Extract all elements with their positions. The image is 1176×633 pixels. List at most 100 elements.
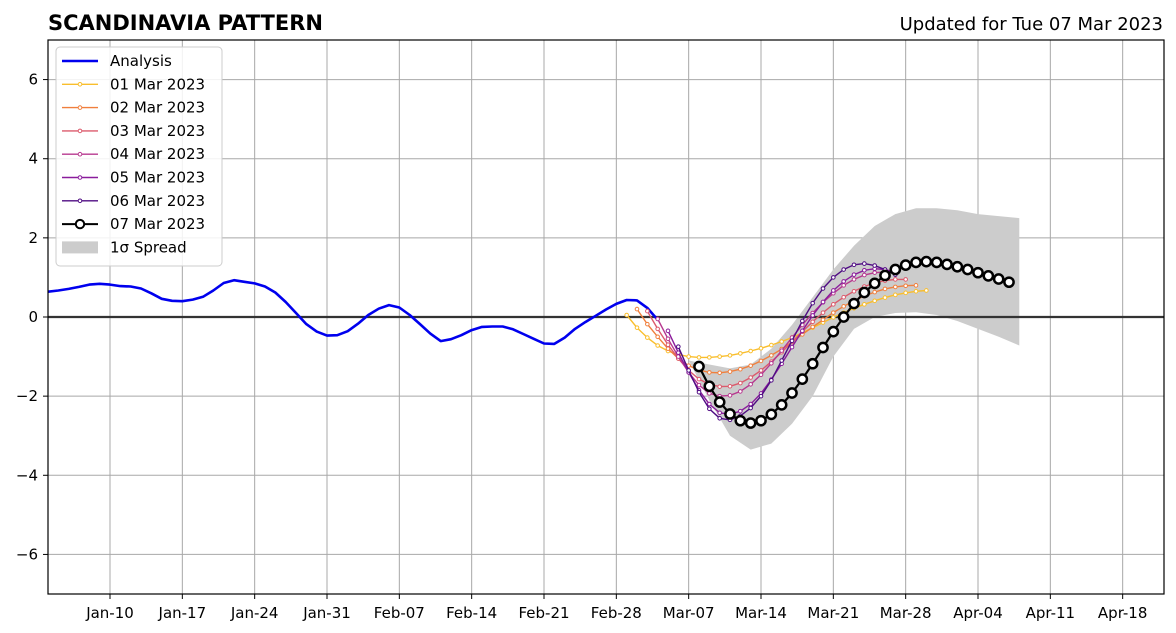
latest-point (889, 263, 902, 276)
forecast-point (810, 324, 815, 330)
legend-label: 05 Mar 2023 (110, 169, 205, 187)
forecast-point (831, 302, 836, 307)
latest-point (796, 373, 809, 385)
y-tick-label: 0 (28, 308, 38, 326)
x-tick-label: Feb-07 (374, 604, 425, 622)
forecast-point (645, 335, 650, 340)
forecast-point (769, 342, 774, 348)
legend-swatch-marker (77, 151, 83, 157)
forecast-point (862, 261, 867, 266)
forecast-point (717, 416, 722, 421)
forecast-point (748, 381, 753, 387)
forecast-point (634, 325, 640, 330)
forecast-point (758, 358, 764, 364)
forecast-point (738, 366, 743, 372)
latest-point (868, 277, 881, 290)
latest-point (724, 408, 736, 420)
forecast-point (851, 272, 857, 277)
forecast-point (779, 339, 784, 344)
forecast-point (882, 295, 888, 300)
analysis-line (48, 278, 659, 346)
forecast-point (665, 328, 671, 334)
legend-label: Analysis (110, 52, 172, 70)
x-tick-label: Jan-24 (230, 604, 279, 622)
forecast-point (893, 292, 898, 298)
forecast-point (903, 283, 908, 289)
y-tick-label: 4 (28, 150, 38, 168)
forecast-point (862, 268, 867, 273)
legend-label: 07 Mar 2023 (110, 215, 205, 233)
forecast-point (913, 283, 919, 288)
forecast-point (717, 354, 722, 359)
plot-area: Jan-10 Jan-17 Jan-24 Jan-31 Feb-07 Feb-14 Feb-… (16, 39, 1165, 622)
forecast-point (769, 353, 774, 358)
forecast-point (851, 288, 857, 294)
latest-point (879, 269, 891, 282)
latest-point (982, 269, 995, 282)
legend-label: 1σ Spread (110, 238, 187, 256)
forecast-point (748, 401, 753, 407)
forecast-point (717, 370, 722, 376)
forecast-point (707, 401, 712, 407)
latest-point (910, 256, 922, 269)
forecast-point (655, 326, 660, 332)
forecast-point (810, 319, 815, 325)
forecast-point (820, 317, 826, 323)
forecast-point (872, 298, 877, 304)
forecast-point (727, 383, 733, 389)
forecast-point (872, 270, 877, 275)
forecast-point (841, 267, 846, 272)
forecast-point (748, 363, 753, 368)
forecast-point (738, 380, 743, 386)
forecast-point (655, 334, 660, 340)
forecast-point (800, 328, 805, 334)
latest-point (703, 380, 716, 393)
y-tick-label: −2 (16, 387, 38, 405)
forecast-point (831, 288, 836, 293)
forecast-point (758, 372, 764, 378)
latest-point (858, 286, 871, 299)
forecast-point (872, 289, 877, 295)
forecast-line-6 (677, 262, 896, 421)
forecast-point (779, 348, 784, 353)
forecast-point (676, 344, 681, 349)
spread-band (688, 208, 1020, 450)
latest-point (765, 408, 778, 421)
forecast-point (820, 299, 826, 305)
forecast-point (624, 312, 629, 318)
forecast-point (882, 286, 888, 292)
legend-swatch-marker (77, 128, 83, 134)
legend-swatch-marker (74, 218, 86, 230)
forecast-point (634, 306, 640, 312)
x-tick-label: Jan-31 (302, 604, 351, 622)
forecast-point (686, 354, 691, 359)
x-tick-label: Mar-14 (735, 604, 787, 622)
x-tick-label: Apr-11 (1026, 604, 1076, 622)
x-tick-label: Apr-18 (1098, 604, 1148, 622)
forecast-point (738, 408, 743, 414)
forecast-point (748, 375, 753, 380)
legend-swatch-marker (77, 198, 83, 204)
forecast-point (696, 382, 702, 388)
x-tick-label: Mar-07 (663, 604, 715, 622)
forecast-point (831, 275, 836, 280)
x-tick-label: Feb-14 (446, 604, 497, 622)
forecast-point (758, 393, 764, 399)
x-tick-label: Feb-21 (518, 604, 569, 622)
forecast-point (779, 358, 784, 363)
forecast-point (707, 406, 712, 412)
forecast-point (727, 353, 733, 358)
latest-point (920, 255, 933, 268)
latest-point (827, 325, 840, 338)
x-tick-label: Mar-28 (880, 604, 932, 622)
latest-point (817, 341, 829, 354)
forecast-point (841, 283, 846, 288)
forecast-point (707, 391, 712, 396)
legend-label: 01 Mar 2023 (110, 75, 205, 93)
forecast-point (851, 262, 857, 268)
forecast-point (841, 294, 846, 300)
forecast-point (717, 384, 722, 389)
legend-label: 04 Mar 2023 (110, 145, 205, 163)
forecast-point (738, 351, 743, 356)
forecast-point (696, 376, 702, 382)
